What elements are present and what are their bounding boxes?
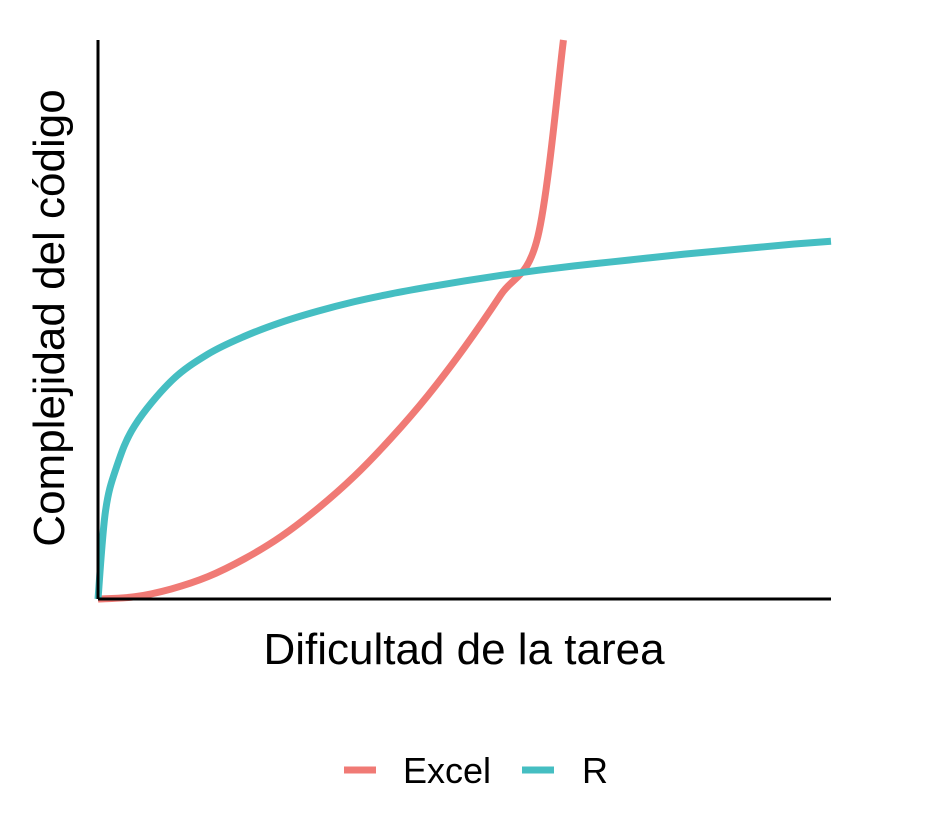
series-line-r: [94, 237, 832, 600]
legend-label-excel: Excel: [403, 750, 491, 791]
series-line-excel: [97, 39, 567, 603]
legend-label-r: R: [582, 750, 608, 791]
x-axis-title: Dificultad de la tarea: [263, 625, 665, 674]
legend: Excel R: [344, 750, 608, 791]
series-layer: [94, 39, 832, 603]
y-axis-title: Complejidad del código: [25, 89, 74, 546]
